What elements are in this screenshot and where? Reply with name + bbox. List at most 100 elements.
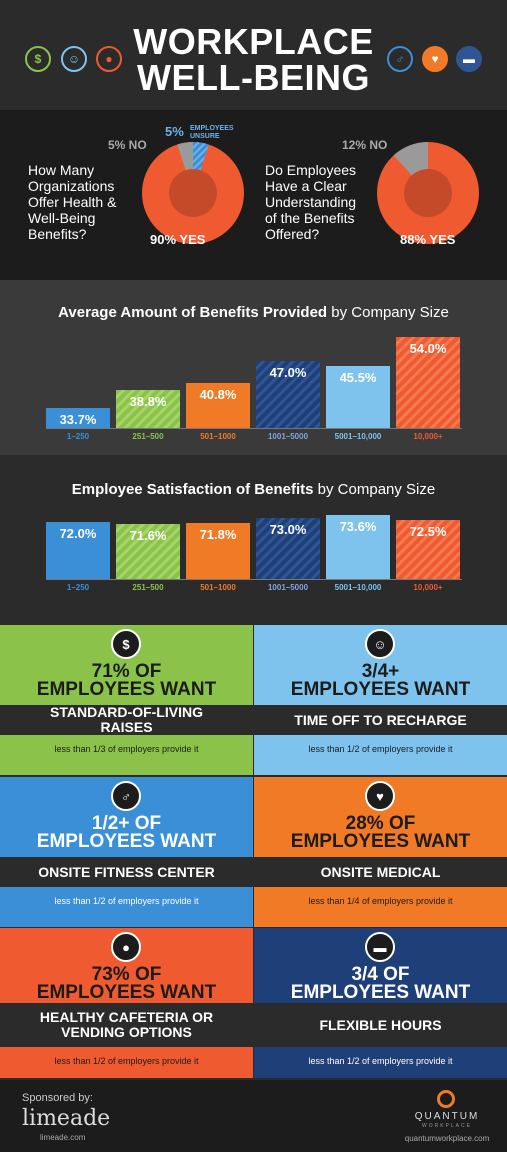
limeade-url[interactable]: limeade.com: [40, 1133, 86, 1142]
heart-icon: ♥: [422, 46, 448, 72]
chart1-title: Average Amount of Benefits Provided: [58, 304, 328, 321]
panel-4: ● 73% OF EMPLOYEES WANT HEALTHY CAFETERIA O…: [0, 928, 253, 1078]
chart1-subtitle: by Company Size: [331, 304, 449, 321]
chart2-bar-1: 71.6%: [116, 524, 180, 579]
chart1-bar-4: 45.5%: [326, 366, 390, 428]
chart1-bar-label-2: 40.8%: [199, 386, 237, 402]
panel-stat-line1: 73% OF: [91, 964, 162, 985]
panel-stat: 73% OF EMPLOYEES WANT: [0, 964, 253, 1003]
apple-icon: ●: [96, 46, 122, 72]
chart1-bar-5: 54.0%: [396, 336, 460, 428]
pie-section: How Many Organizations Offer Health & We…: [0, 110, 507, 280]
pie1-unsure-pct: 5%: [165, 124, 184, 139]
chart2-bar-label-2: 71.8%: [199, 527, 237, 543]
smiley-icon: ☺: [365, 629, 395, 659]
panel-stat-line2: EMPLOYEES WANT: [36, 831, 217, 852]
panel-want: TIME OFF TO RECHARGE: [254, 705, 507, 735]
quantum-url[interactable]: quantumworkplace.com: [404, 1134, 490, 1143]
chart1-tick-0: 1–250: [66, 432, 90, 441]
panel-stat-line1: 28% OF: [345, 813, 416, 834]
chart2-tick-5: 10,000+: [413, 583, 443, 592]
panel-provide: less than 1/2 of employers provide it: [308, 744, 453, 754]
chart2-bar-4: 73.6%: [326, 514, 390, 579]
panel-want: ONSITE MEDICAL: [254, 857, 507, 887]
chart1-bar-2: 40.8%: [186, 382, 250, 428]
panel-provide: less than 1/4 of employers provide it: [308, 896, 453, 906]
panel-stat-line1: 3/4 OF: [351, 964, 410, 985]
chart1-bar-label-1: 38.8%: [129, 394, 167, 409]
chart1-bar-label-0: 33.7%: [59, 411, 97, 427]
chart2-tick-3: 1001–5000: [267, 583, 309, 592]
chart2-title: Employee Satisfaction of Benefits: [71, 481, 314, 498]
panel-stat: 3/4 OF EMPLOYEES WANT: [254, 964, 507, 1003]
chart2-subtitle: by Company Size: [317, 481, 436, 498]
panel-stat-line2: EMPLOYEES WANT: [290, 831, 471, 852]
apple-icon: ●: [111, 932, 141, 962]
chart1-tick-5: 10,000+: [413, 432, 443, 441]
panel-want: FLEXIBLE HOURS: [254, 1003, 507, 1047]
dollar-icon: $: [25, 46, 51, 72]
panel-stat-line2: EMPLOYEES WANT: [290, 982, 471, 1003]
chart1-bar-label-4: 45.5%: [339, 370, 377, 386]
chart1-bar-1: 38.8%: [116, 390, 180, 428]
chart2-bar-label-0: 72.0%: [59, 526, 97, 542]
panel-provide: less than 1/2 of employers provide it: [308, 1056, 453, 1066]
limeade-logo[interactable]: limeade: [22, 1106, 111, 1131]
chart2-tick-2: 501–1000: [200, 583, 236, 592]
panel-stat: 28% OF EMPLOYEES WANT: [254, 813, 507, 852]
chart2-section: Employee Satisfaction of Benefits by Com…: [0, 455, 507, 625]
pie1-no-label: 5% NO: [108, 138, 147, 152]
chart1-tick-2: 501–1000: [200, 432, 236, 441]
chart1-section: Average Amount of Benefits Provided by C…: [0, 280, 507, 455]
pie2-chart: [377, 142, 479, 244]
chart2-bar-0: 72.0%: [46, 522, 110, 579]
chart1-tick-3: 1001–5000: [267, 432, 309, 441]
briefcase-icon: ▬: [365, 932, 395, 962]
panel-3: ♥ 28% OF EMPLOYEES WANT ONSITE MEDICAL less …: [254, 777, 507, 927]
runner-icon: ♂: [111, 781, 141, 811]
chart2-plot: 72.0% 1–250 71.6% 251–500 71.8% 501–1000 73.0%…: [0, 455, 507, 625]
panel-want: STANDARD-OF-LIVING RAISES: [0, 705, 253, 735]
header: $ ☺ ● WORKPLACE WELL-BEING ♂ ♥ ▬: [0, 0, 507, 110]
panel-stat-line2: EMPLOYEES WANT: [36, 982, 217, 1003]
panel-provide: less than 1/2 of employers provide it: [54, 1056, 199, 1066]
briefcase-icon: ▬: [456, 46, 482, 72]
pie1-question: How Many Organizations Offer Health & We…: [28, 162, 117, 242]
chart2-title-wrap: Employee Satisfaction of Benefits by Com…: [0, 481, 507, 498]
chart2-bar-label-5: 72.5%: [409, 524, 447, 540]
heart-icon: ♥: [365, 781, 395, 811]
quantum-logo[interactable]: QUANTUM: [414, 1111, 480, 1122]
title-line2: WELL-BEING: [137, 57, 370, 98]
dollar-icon: $: [111, 629, 141, 659]
panel-stat: 3/4+ EMPLOYEES WANT: [254, 662, 507, 699]
chart1-bar-0: 33.7%: [46, 407, 110, 428]
chart2-bar-label-4: 73.6%: [339, 518, 377, 534]
pie1-chart: [142, 141, 244, 244]
chart1-bar-label-5: 54.0%: [409, 340, 447, 356]
panel-stat-line1: 71% OF: [91, 661, 162, 682]
panel-5: ▬ 3/4 OF EMPLOYEES WANT FLEXIBLE HOURS less …: [254, 928, 507, 1078]
chart1-tick-4: 5001–10,000: [334, 432, 382, 441]
panel-want: HEALTHY CAFETERIA OR VENDING OPTIONS: [0, 1003, 253, 1047]
chart2-tick-0: 1–250: [66, 583, 90, 592]
panel-0: $71% OF EMPLOYEES WANT STANDARD-OF-LIVING …: [0, 625, 253, 775]
quantum-logo-icon: [437, 1090, 455, 1108]
chart1-plot: 33.7% 1–250 38.8% 251–500 40.8% 501–1000 47.0%…: [0, 280, 507, 455]
chart1-bar-3: 47.0%: [256, 361, 320, 428]
chart2-bar-2: 71.8%: [186, 523, 250, 579]
chart2-tick-1: 251–500: [132, 583, 164, 592]
chart1-title-wrap: Average Amount of Benefits Provided by C…: [0, 304, 507, 321]
chart2-bar-5: 72.5%: [396, 520, 460, 579]
chart2-bar-3: 73.0%: [256, 517, 320, 579]
pie2-yes-label: 88% YES: [400, 232, 456, 247]
panel-2: ♂ 1/2+ OF EMPLOYEES WANT ONSITE FITNESS CEN…: [0, 777, 253, 927]
panel-stat-line2: EMPLOYEES WANT: [36, 679, 217, 700]
title-line1: WORKPLACE: [133, 21, 374, 62]
pie1-yes-label: 90% YES: [150, 232, 206, 247]
runner-icon: ♂: [387, 46, 413, 72]
footer: Sponsored by: limeade limeade.com QUANTU…: [0, 1080, 507, 1152]
panel-stat: 71% OF EMPLOYEES WANT: [0, 661, 253, 700]
panel-1: ☺ 3/4+ EMPLOYEES WANT TIME OFF TO RECHARGE l…: [254, 625, 507, 775]
chart2-axis: [46, 579, 462, 580]
chart1-axis: [46, 428, 462, 429]
